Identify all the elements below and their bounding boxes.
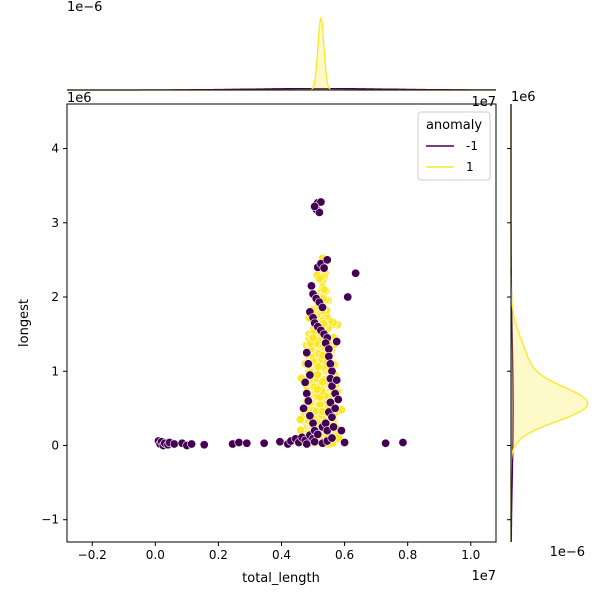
scatter-point-1 bbox=[314, 273, 324, 283]
scatter-point-neg1 bbox=[319, 263, 329, 273]
scatter-point-neg1 bbox=[324, 351, 334, 361]
scatter-point-neg1 bbox=[381, 438, 391, 448]
scatter-point-neg1 bbox=[316, 197, 326, 207]
right-marginal-offset-text: 1e−6 bbox=[550, 545, 585, 560]
scatter-point-neg1 bbox=[234, 438, 244, 448]
y-tick-label: −1 bbox=[41, 513, 59, 527]
x-tick-label: −0.2 bbox=[78, 548, 107, 562]
x-tick-label: 0.8 bbox=[398, 548, 417, 562]
legend-label-1: 1 bbox=[466, 160, 474, 174]
scatter-point-neg1 bbox=[310, 201, 320, 211]
y-tick-label: 3 bbox=[51, 216, 59, 230]
right-marginal-ticks bbox=[507, 148, 511, 521]
y-axis-ticks: −1 0 1 2 3 4 bbox=[41, 142, 67, 527]
x-axis-offset-text: 1e7 bbox=[471, 569, 496, 584]
scatter-point-neg1 bbox=[343, 292, 353, 302]
scatter-point-neg1 bbox=[314, 207, 324, 217]
scatter-point-neg1 bbox=[187, 439, 197, 449]
scatter-point-neg1 bbox=[169, 439, 179, 449]
scatter-point-1 bbox=[308, 333, 318, 343]
scatter-point-1 bbox=[295, 415, 305, 425]
x-axis-label: total_length bbox=[242, 571, 320, 586]
scatter-point-neg1 bbox=[327, 366, 337, 376]
legend-label-neg1: -1 bbox=[466, 139, 478, 153]
y-tick-label: 0 bbox=[51, 438, 59, 452]
scatter-points bbox=[153, 197, 408, 450]
scatter-point-neg1 bbox=[340, 438, 350, 448]
scatter-point-neg1 bbox=[325, 359, 335, 369]
scatter-point-1 bbox=[313, 362, 323, 372]
y-tick-label: 2 bbox=[51, 290, 59, 304]
y-axis-label: longest bbox=[17, 299, 32, 347]
scatter-point-neg1 bbox=[336, 426, 346, 436]
y-tick-label: 4 bbox=[51, 142, 59, 156]
scatter-plot-area: −0.2 0.0 0.2 0.4 0.6 0.8 1.0 −1 0 1 2 3 4 total_len… bbox=[17, 91, 497, 586]
scatter-point-neg1 bbox=[327, 412, 337, 422]
scatter-point-neg1 bbox=[259, 438, 269, 448]
scatter-point-neg1 bbox=[302, 389, 312, 399]
scatter-point-neg1 bbox=[398, 438, 408, 448]
scatter-point-neg1 bbox=[329, 422, 339, 432]
x-axis-ticks: −0.2 0.0 0.2 0.4 0.6 0.8 1.0 bbox=[78, 542, 480, 562]
scatter-point-neg1 bbox=[325, 397, 335, 407]
right-marginal-y-offset-text: 1e6 bbox=[511, 90, 536, 105]
x-tick-label: 0.4 bbox=[272, 548, 291, 562]
scatter-point-neg1 bbox=[313, 429, 323, 439]
scatter-point-neg1 bbox=[303, 396, 313, 406]
scatter-point-neg1 bbox=[299, 403, 309, 413]
scatter-point-1 bbox=[319, 285, 329, 295]
scatter-point-neg1 bbox=[332, 375, 342, 385]
scatter-point-neg1 bbox=[318, 302, 328, 312]
y-tick-label: 1 bbox=[51, 364, 59, 378]
scatter-point-1 bbox=[313, 370, 323, 380]
y-axis-offset-text: 1e6 bbox=[67, 91, 92, 106]
top-marginal-offset-text: 1e−6 bbox=[67, 0, 102, 15]
scatter-point-neg1 bbox=[333, 394, 343, 404]
scatter-point-neg1 bbox=[327, 433, 337, 443]
scatter-point-neg1 bbox=[302, 348, 312, 358]
scatter-point-neg1 bbox=[199, 440, 209, 450]
legend: anomaly -1 1 bbox=[417, 111, 491, 181]
x-tick-label: 0.0 bbox=[146, 548, 165, 562]
scatter-point-neg1 bbox=[308, 418, 318, 428]
scatter-point-neg1 bbox=[242, 438, 252, 448]
x-tick-label: 0.2 bbox=[209, 548, 228, 562]
scatter-point-neg1 bbox=[306, 281, 316, 291]
right-marginal-kde: 1e6 1e−6 bbox=[507, 90, 589, 560]
x-tick-label: 1.0 bbox=[461, 548, 480, 562]
scatter-point-neg1 bbox=[305, 370, 315, 380]
scatter-point-neg1 bbox=[332, 337, 342, 347]
scatter-point-neg1 bbox=[300, 377, 310, 387]
top-marginal-x-offset-text: 1e7 bbox=[471, 95, 496, 110]
scatter-point-neg1 bbox=[330, 403, 340, 413]
scatter-point-1 bbox=[318, 377, 328, 387]
scatter-point-1 bbox=[312, 384, 322, 394]
scatter-point-neg1 bbox=[303, 359, 313, 369]
scatter-point-neg1 bbox=[322, 255, 332, 265]
x-tick-label: 0.6 bbox=[335, 548, 354, 562]
scatter-point-neg1 bbox=[327, 381, 337, 391]
top-marginal-kde: 1e−6 1e7 bbox=[67, 0, 496, 110]
legend-title: anomaly bbox=[426, 118, 482, 133]
scatter-point-neg1 bbox=[275, 437, 285, 447]
scatter-point-neg1 bbox=[321, 418, 331, 428]
scatter-point-neg1 bbox=[351, 268, 361, 278]
scatter-point-neg1 bbox=[305, 411, 315, 421]
